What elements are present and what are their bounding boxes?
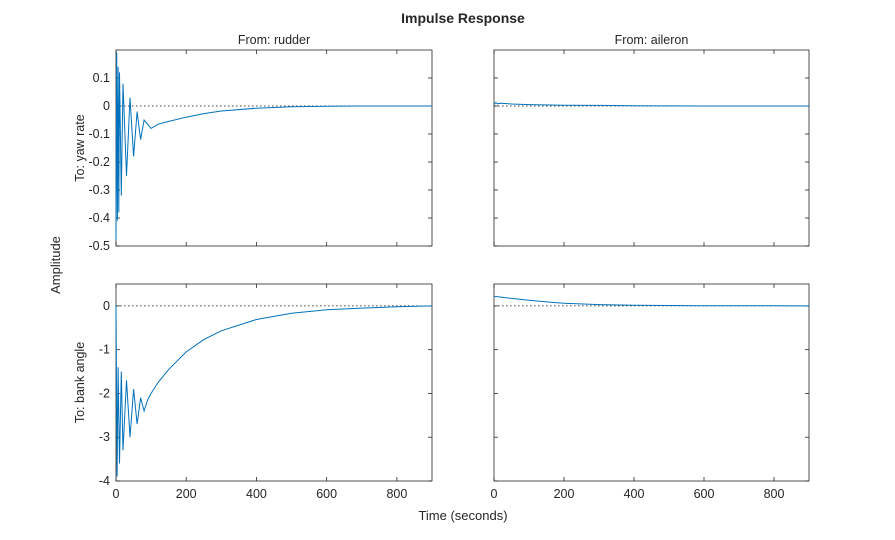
x-tick-label: 400 — [624, 487, 645, 501]
axes-frame — [115, 283, 433, 482]
y-tick-label: -4 — [99, 474, 110, 488]
subplot-rudder-yaw: 0.1 0 -0.1 -0.2 -0.3 -0.4 -0.5 From: rudder To: … — [73, 33, 433, 253]
x-tick-label: 400 — [246, 487, 267, 501]
x-tick-label: 800 — [764, 487, 785, 501]
output-label: To: bank angle — [73, 342, 87, 423]
y-tick-label: -2 — [99, 386, 110, 400]
y-tick-label: -0.1 — [88, 127, 110, 141]
x-tick-label: 0 — [491, 487, 498, 501]
y-tick-label: -3 — [99, 430, 110, 444]
y-tick-label: 0 — [103, 99, 110, 113]
x-tick-label: 200 — [176, 487, 197, 501]
x-tick-label: 600 — [316, 487, 337, 501]
x-tick-label: 800 — [386, 487, 407, 501]
input-label: From: rudder — [238, 33, 310, 47]
input-label: From: aileron — [615, 33, 689, 47]
subplot-grid: 0.1 0 -0.1 -0.2 -0.3 -0.4 -0.5 From: rudder To: … — [73, 33, 810, 501]
y-tick-label: 0.1 — [93, 71, 110, 85]
axes-frame — [493, 49, 810, 247]
chart-title: Impulse Response — [401, 10, 525, 26]
y-tick-label: -0.2 — [88, 155, 110, 169]
x-tick-label: 200 — [554, 487, 575, 501]
y-tick-label: -0.4 — [88, 211, 110, 225]
subplot-aileron-yaw: From: aileron — [493, 33, 810, 247]
output-label: To: yaw rate — [73, 114, 87, 181]
axes-frame — [115, 49, 433, 247]
y-tick-label: -1 — [99, 343, 110, 357]
y-tick-label: -0.3 — [88, 183, 110, 197]
x-tick-label: 0 — [113, 487, 120, 501]
y-tick-label: -0.5 — [88, 239, 110, 253]
x-axis-label: Time (seconds) — [418, 508, 507, 523]
subplot-rudder-bank: 0 200 400 600 800 0 -1 -2 -3 -4 To: bank angle — [73, 283, 433, 501]
y-tick-label: 0 — [103, 299, 110, 313]
response-line — [493, 101, 809, 107]
response-line — [115, 305, 433, 477]
x-tick-label: 600 — [694, 487, 715, 501]
axes-frame — [493, 283, 810, 482]
response-line — [493, 295, 810, 307]
subplot-aileron-bank: 0 200 400 600 800 — [491, 283, 810, 501]
y-axis-label: Amplitude — [48, 236, 63, 294]
response-line — [115, 52, 432, 241]
